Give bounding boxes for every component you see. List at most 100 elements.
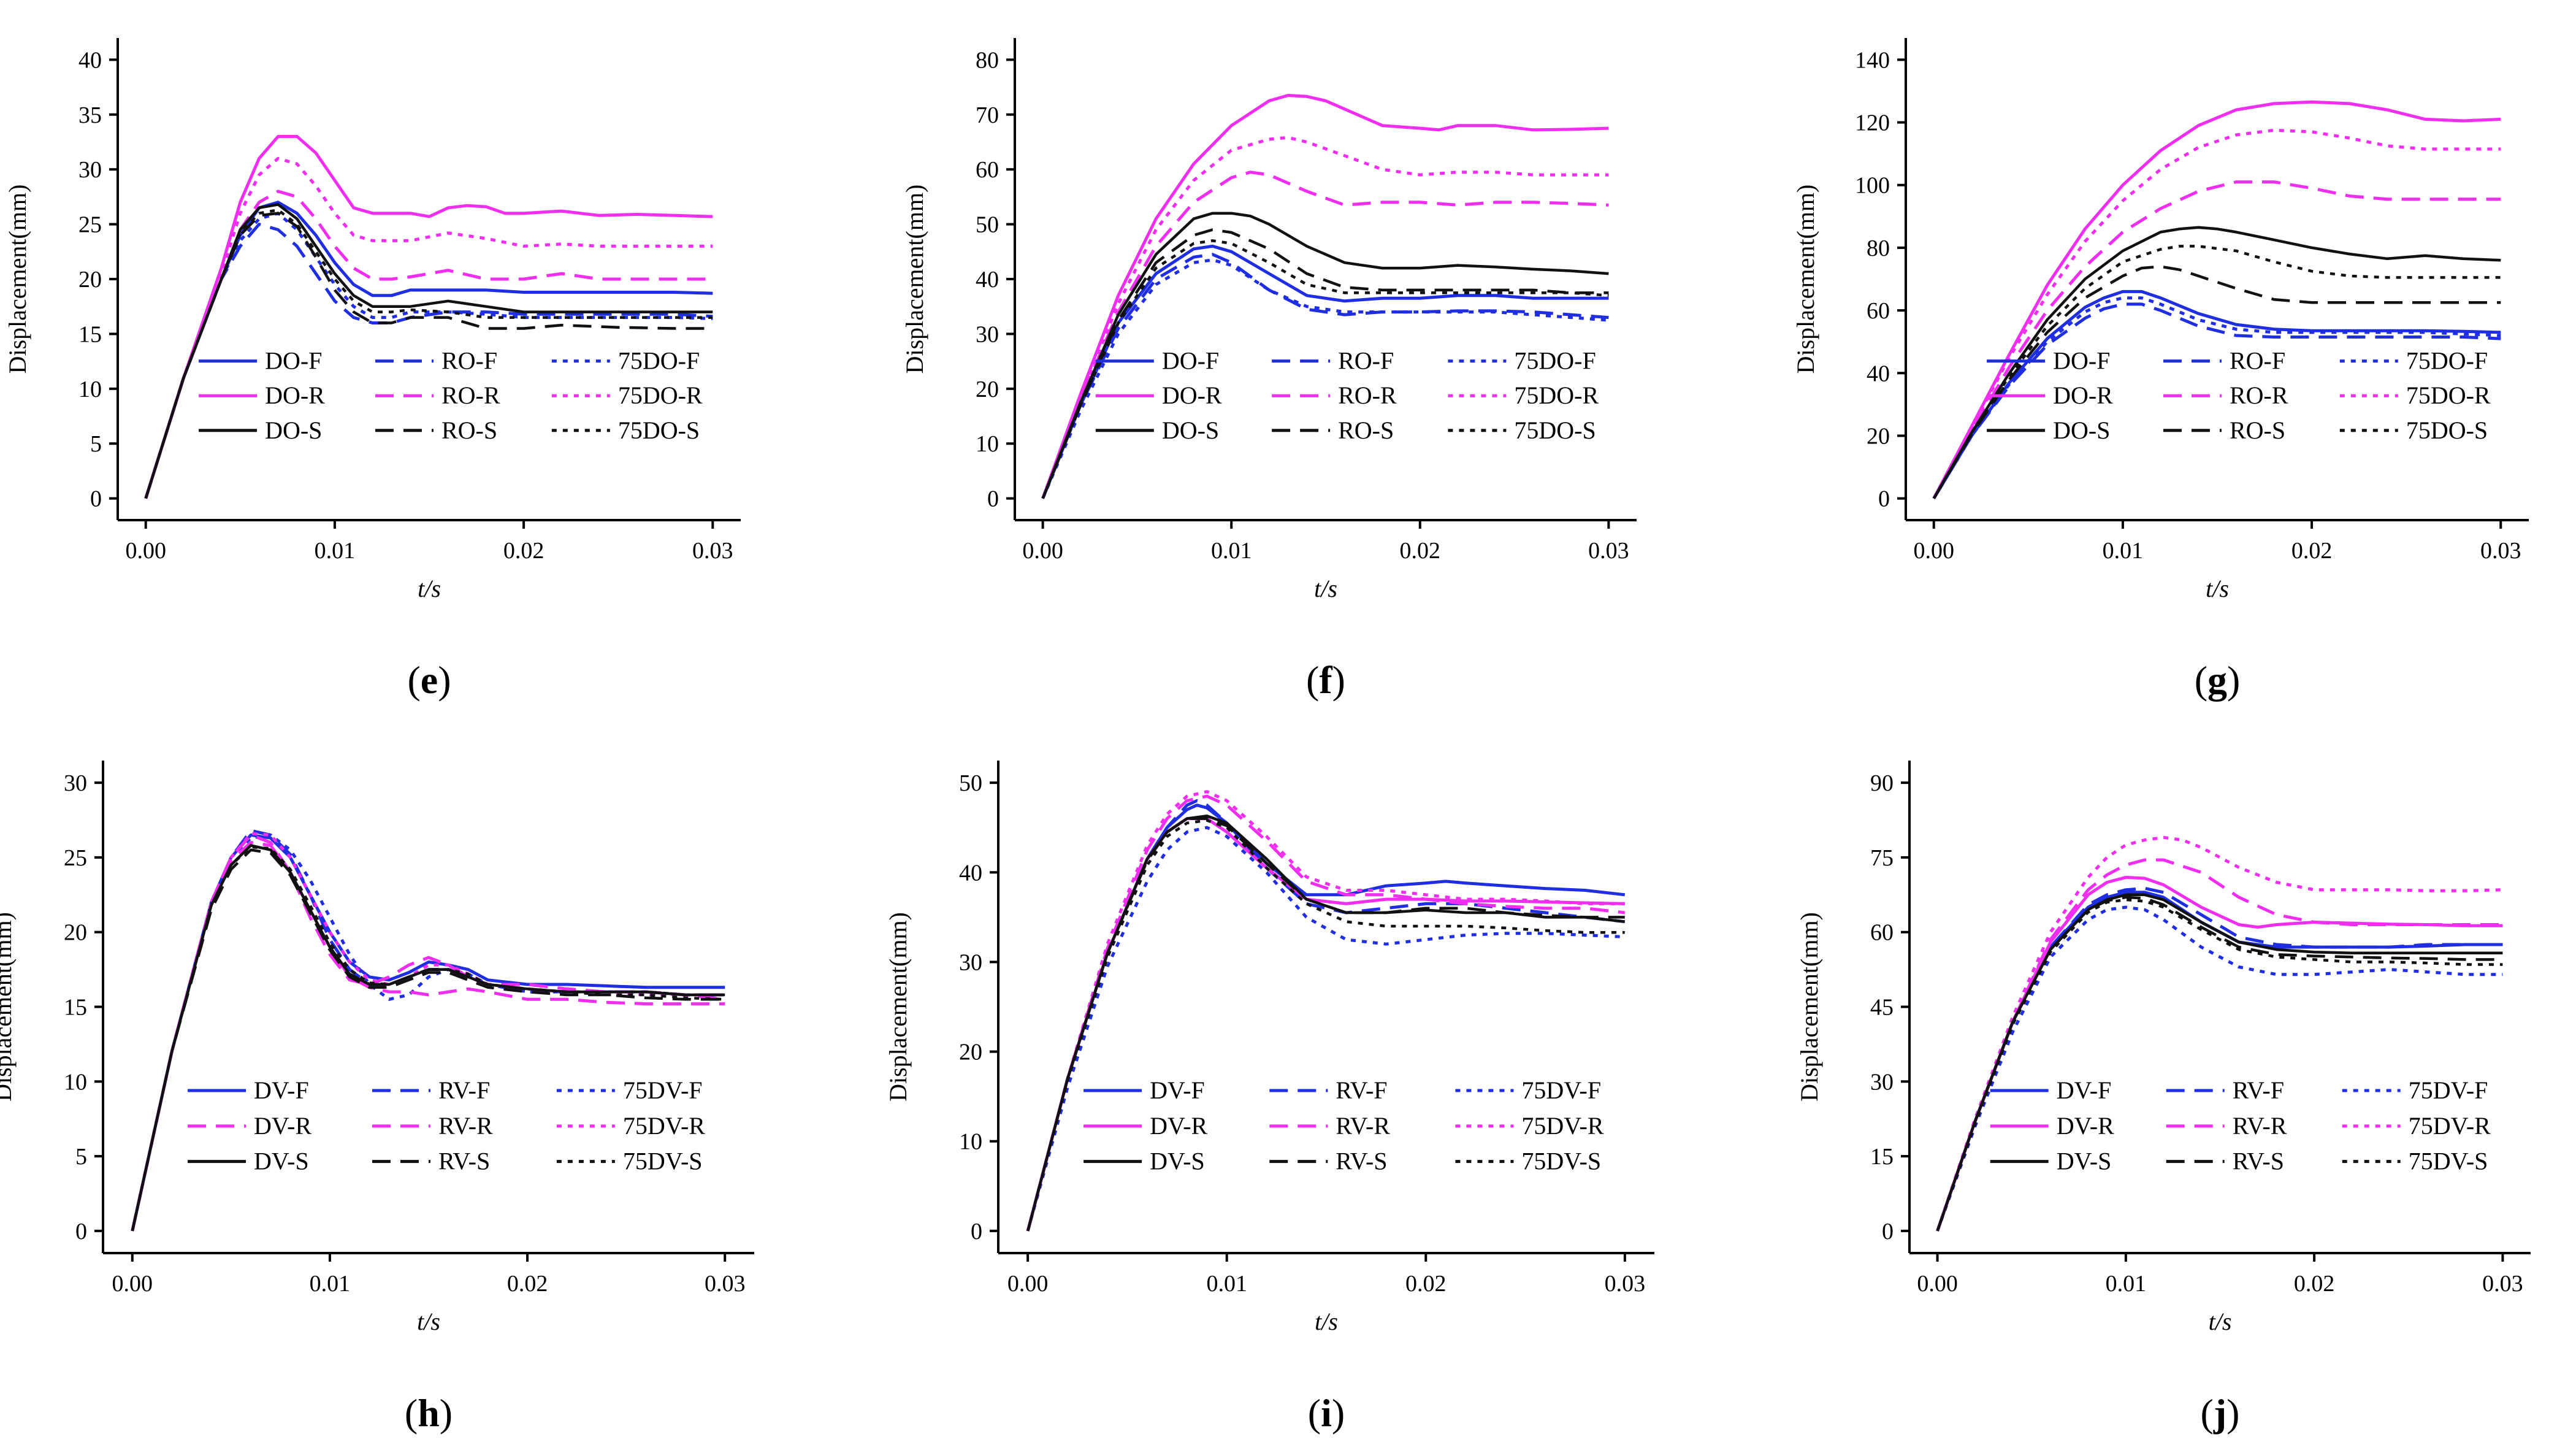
chart-panel-e: 0 5 10 15 20 25 30 35 40 0.00 0.01 0.02 0.03 t/s Displ… xyxy=(4,38,741,702)
legend-label: DV-S xyxy=(2057,1148,2112,1175)
series-line-do-r xyxy=(1932,100,2501,499)
series-line-75dv-s xyxy=(1936,898,2503,1232)
panel-caption: (h) xyxy=(405,1391,453,1435)
x-tick-label: 0.00 xyxy=(125,538,166,564)
legend: DO-F RO-F 75DO-F DO-R RO-R 75DO-R DO-S RO-S 75DO… xyxy=(1987,347,2491,444)
y-tick-label: 40 xyxy=(78,47,102,73)
y-tick-label: 40 xyxy=(1867,361,1890,386)
y-tick-label: 0 xyxy=(75,1219,87,1244)
y-tick-label: 0 xyxy=(971,1219,982,1244)
legend-label: DO-F xyxy=(265,347,322,375)
legend: DV-F RV-F 75DV-F DV-R RV-R 75DV-R DV-S RV-S 75DV… xyxy=(1084,1076,1604,1175)
series-line-rv-r xyxy=(1026,794,1626,1232)
x-tick-label: 0.01 xyxy=(2103,538,2144,564)
x-tick-label: 0.03 xyxy=(705,1271,746,1297)
y-tick-label: 25 xyxy=(64,845,87,871)
y-tick-label: 15 xyxy=(78,321,102,347)
legend-label: DO-R xyxy=(2053,382,2113,409)
series-line-do-r xyxy=(144,135,713,499)
y-tick-label: 45 xyxy=(1870,995,1894,1021)
y-tick-label: 60 xyxy=(1870,920,1894,946)
x-tick-label: 0.01 xyxy=(2106,1271,2147,1297)
legend-label: RV-S xyxy=(2233,1148,2284,1175)
legend: DO-F RO-F 75DO-F DO-R RO-R 75DO-R DO-S RO-S 75DO… xyxy=(199,347,703,444)
x-tick-label: 0.02 xyxy=(1400,538,1441,564)
x-tick-label: 0.01 xyxy=(315,538,356,564)
series-line-ro-s xyxy=(144,212,713,499)
panel-caption: (e) xyxy=(407,658,451,702)
legend-label: DV-S xyxy=(254,1148,309,1175)
x-tick-label: 0.03 xyxy=(1588,538,1629,564)
legend-label: 75DO-F xyxy=(2406,347,2488,375)
legend-label: DO-R xyxy=(265,382,325,409)
legend-label: 75DO-R xyxy=(618,382,703,409)
legend-label: DV-R xyxy=(2057,1112,2114,1140)
series-line-75do-f xyxy=(144,212,713,499)
legend-label: 75DO-R xyxy=(2406,382,2491,409)
legend-label: RO-R xyxy=(2230,382,2288,409)
legend-label: 75DV-S xyxy=(2409,1148,2488,1175)
y-axis-label: Displacement(mm) xyxy=(4,185,31,374)
y-tick-label: 10 xyxy=(959,1129,982,1155)
x-tick-label: 0.00 xyxy=(112,1271,153,1297)
y-tick-label: 60 xyxy=(1867,298,1890,324)
x-tick-label: 0.01 xyxy=(1211,538,1252,564)
y-tick-label: 25 xyxy=(78,212,102,238)
legend-label: DV-R xyxy=(1150,1112,1207,1140)
series-line-ro-r xyxy=(1932,180,2501,499)
series-line-75dv-f xyxy=(131,833,725,1232)
y-tick-label: 30 xyxy=(959,949,982,975)
y-tick-label: 50 xyxy=(976,212,999,238)
legend-label: DO-S xyxy=(1162,416,1219,444)
series-line-rv-r xyxy=(1936,858,2503,1232)
y-tick-label: 15 xyxy=(1870,1144,1894,1170)
legend-label: 75DV-R xyxy=(1521,1112,1603,1140)
y-tick-label: 30 xyxy=(1870,1069,1894,1095)
series-line-do-s xyxy=(1041,212,1609,499)
x-tick-label: 0.00 xyxy=(1913,538,1954,564)
y-tick-label: 20 xyxy=(64,920,87,946)
x-tick-label: 0.02 xyxy=(2291,538,2333,564)
x-axis-label: t/s xyxy=(2209,1308,2232,1335)
y-tick-label: 5 xyxy=(90,431,102,457)
x-tick-label: 0.01 xyxy=(310,1271,351,1297)
series-line-75do-r xyxy=(144,156,713,499)
legend-label: DO-S xyxy=(2053,416,2110,444)
legend-label: 75DO-S xyxy=(618,416,700,444)
y-tick-label: 10 xyxy=(78,377,102,402)
y-tick-label: 40 xyxy=(959,860,982,886)
x-axis-label: t/s xyxy=(1314,575,1337,602)
legend-label: RV-R xyxy=(2233,1112,2287,1140)
series-line-75do-f xyxy=(1041,258,1609,499)
y-tick-label: 0 xyxy=(987,486,999,512)
x-tick-label: 0.03 xyxy=(1605,1271,1646,1297)
series-line-75do-s xyxy=(144,209,713,499)
series-line-ro-f xyxy=(1041,253,1609,499)
legend-label: RO-R xyxy=(441,382,500,409)
series-line-ro-s xyxy=(1041,228,1609,499)
y-axis-label: Displacement(mm) xyxy=(1792,185,1819,374)
series-line-75do-s xyxy=(1932,245,2501,499)
y-axis-label: Displacement(mm) xyxy=(884,912,912,1102)
y-tick-label: 70 xyxy=(976,102,999,128)
legend-label: 75DV-R xyxy=(623,1112,705,1140)
y-tick-label: 90 xyxy=(1870,770,1894,796)
chart-panel-h: 0 5 10 15 20 25 30 0.00 0.01 0.02 0.03 t/s Displacem… xyxy=(0,761,754,1435)
y-tick-label: 120 xyxy=(1855,110,1890,136)
series-line-75do-r xyxy=(1932,128,2501,499)
legend-label: DO-R xyxy=(1162,382,1222,409)
panel-caption: (f) xyxy=(1306,658,1345,702)
x-tick-label: 0.03 xyxy=(2482,1271,2523,1297)
series-line-ro-f xyxy=(1932,302,2501,499)
x-tick-label: 0.00 xyxy=(1917,1271,1958,1297)
legend-label: DV-F xyxy=(254,1076,309,1104)
legend-label: 75DV-R xyxy=(2409,1112,2491,1140)
legend-label: RV-S xyxy=(438,1148,490,1175)
y-tick-label: 20 xyxy=(78,267,102,293)
series-line-ro-s xyxy=(1932,265,2501,499)
y-tick-label: 20 xyxy=(959,1040,982,1065)
legend-label: RO-F xyxy=(441,347,497,375)
x-axis-label: t/s xyxy=(418,575,441,602)
y-tick-label: 50 xyxy=(959,770,982,796)
